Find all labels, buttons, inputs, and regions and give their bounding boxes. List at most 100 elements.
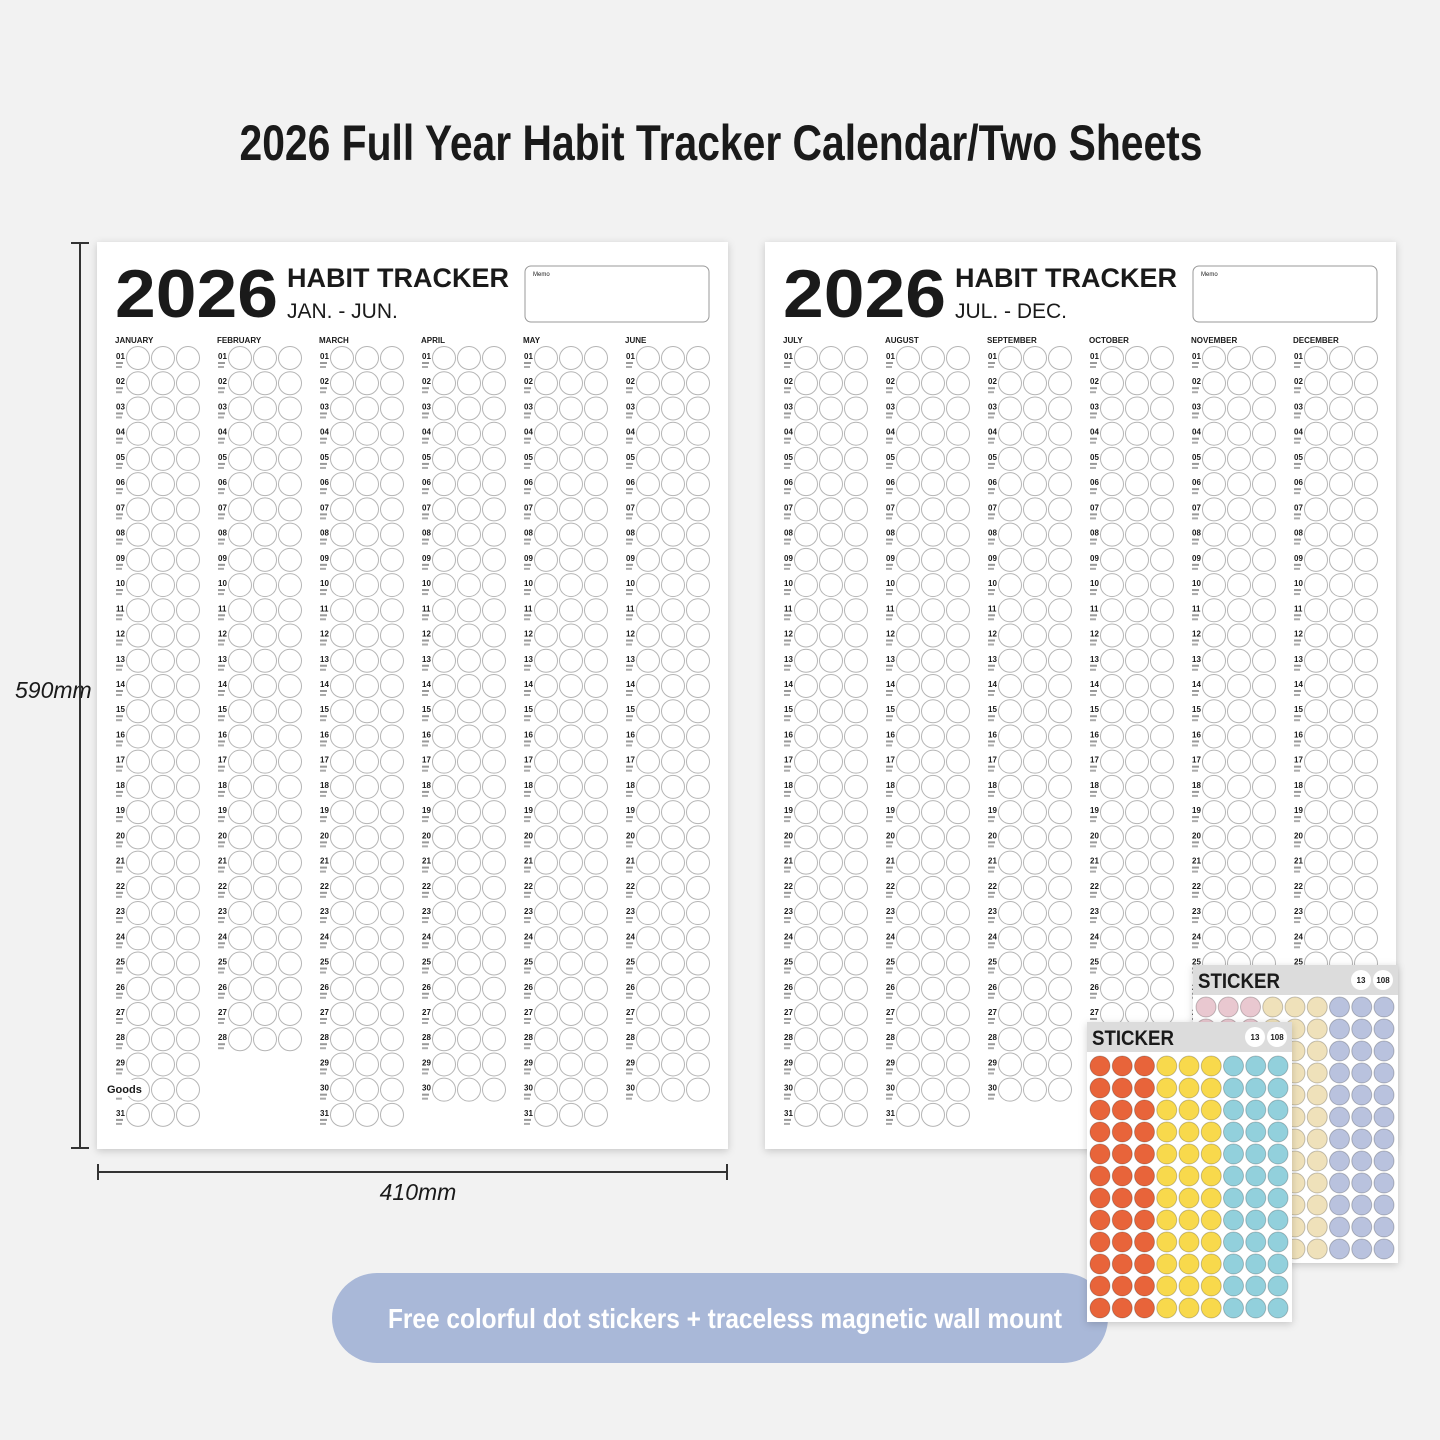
tracker-circle [921, 850, 945, 875]
tracker-circle [584, 673, 608, 698]
tracker-circle [380, 1027, 404, 1052]
day-subtext [886, 820, 892, 823]
sticker-dot [1267, 1275, 1289, 1297]
day-subtext [988, 870, 994, 873]
day-number: 14 [886, 680, 895, 689]
day-subtext [422, 942, 429, 945]
tracker-circle [1048, 623, 1072, 648]
day-subtext [626, 693, 632, 696]
tracker-circle [126, 1027, 150, 1052]
tracker-circle [253, 774, 277, 799]
day-subtext [218, 542, 224, 545]
tracker-circle [278, 522, 302, 547]
tracker-circle [1048, 926, 1072, 951]
tracker-circle [176, 623, 200, 648]
day-number: 26 [524, 983, 533, 992]
day-subtext [320, 816, 327, 819]
day-number: 29 [422, 1058, 431, 1067]
day-subtext [116, 542, 122, 545]
day-subtext [116, 643, 122, 646]
day-number: 12 [524, 630, 533, 639]
day-subtext [320, 719, 326, 722]
day-subtext [116, 488, 123, 491]
tracker-circle [686, 724, 710, 749]
day-number: 20 [116, 831, 125, 840]
sticker-dot [1111, 1253, 1133, 1275]
day-subtext [988, 891, 995, 894]
day-subtext [988, 643, 994, 646]
day-number: 11 [784, 604, 793, 613]
tracker-circle [794, 623, 818, 648]
day-subtext [784, 563, 791, 566]
tracker-circle [1100, 522, 1124, 547]
day-subtext [218, 416, 224, 419]
tracker-circle [330, 951, 354, 976]
tracker-circle [380, 446, 404, 471]
sticker-dot [1200, 1275, 1222, 1297]
sticker-dot [1089, 1231, 1111, 1253]
day-subtext [1294, 668, 1300, 671]
day-subtext [116, 1122, 122, 1125]
sticker-dot [1089, 1165, 1111, 1187]
tracker-circle [946, 497, 970, 522]
tracker-circle [584, 774, 608, 799]
tracker-circle [176, 724, 200, 749]
height-dimension [71, 242, 89, 1149]
tracker-circle [1023, 421, 1047, 446]
day-number: 08 [218, 529, 227, 538]
tracker-circle [228, 371, 252, 396]
day-subtext [218, 362, 225, 364]
tracker-circle [1304, 800, 1328, 825]
tracker-circle [559, 346, 583, 370]
day-subtext [886, 488, 893, 491]
day-subtext [422, 1072, 428, 1075]
day-subtext [784, 1043, 791, 1046]
sticker-dot [1111, 1275, 1133, 1297]
day-subtext [784, 895, 790, 898]
tracker-circle [1150, 749, 1174, 774]
day-subtext [1294, 841, 1301, 844]
day-subtext [218, 488, 225, 491]
day-subtext [422, 1043, 429, 1046]
tracker-circle [253, 573, 277, 598]
tracker-circle [1202, 901, 1226, 926]
tracker-circle [844, 598, 868, 623]
day-subtext [422, 895, 428, 898]
tracker-circle [330, 724, 354, 749]
tracker-circle [686, 1052, 710, 1077]
day-subtext [1294, 740, 1301, 743]
day-subtext [988, 538, 995, 541]
tracker-circle [661, 371, 685, 396]
tracker-circle [559, 875, 583, 900]
day-number: 09 [886, 554, 895, 563]
day-subtext [218, 845, 224, 848]
day-subtext [626, 1017, 633, 1020]
tracker-circle [1304, 598, 1328, 623]
day-subtext [988, 816, 995, 819]
day-subtext [116, 816, 123, 819]
tracker-circle [278, 446, 302, 471]
sticker-badge-text: 108 [1376, 976, 1390, 985]
sticker-dot [1306, 996, 1328, 1018]
tracker-circle [176, 1001, 200, 1026]
day-subtext [422, 870, 428, 873]
day-subtext [422, 719, 428, 722]
day-subtext [1090, 942, 1097, 945]
tracker-circle [636, 1077, 660, 1102]
tracker-circle [559, 1001, 583, 1026]
tracker-circle [1100, 547, 1124, 572]
tracker-circle [330, 800, 354, 825]
day-number: 28 [422, 1033, 431, 1042]
tracker-circle [1329, 396, 1353, 421]
tracker-circle [151, 901, 175, 926]
tracker-circle [1227, 800, 1251, 825]
tracker-circle [355, 699, 379, 724]
tracker-circle [278, 926, 302, 951]
tracker-circle [661, 346, 685, 370]
tracker-circle [330, 976, 354, 1001]
day-number: 23 [988, 907, 997, 916]
day-subtext [784, 992, 791, 995]
day-subtext [1090, 593, 1096, 596]
day-subtext [116, 1047, 122, 1050]
day-subtext [116, 693, 122, 696]
